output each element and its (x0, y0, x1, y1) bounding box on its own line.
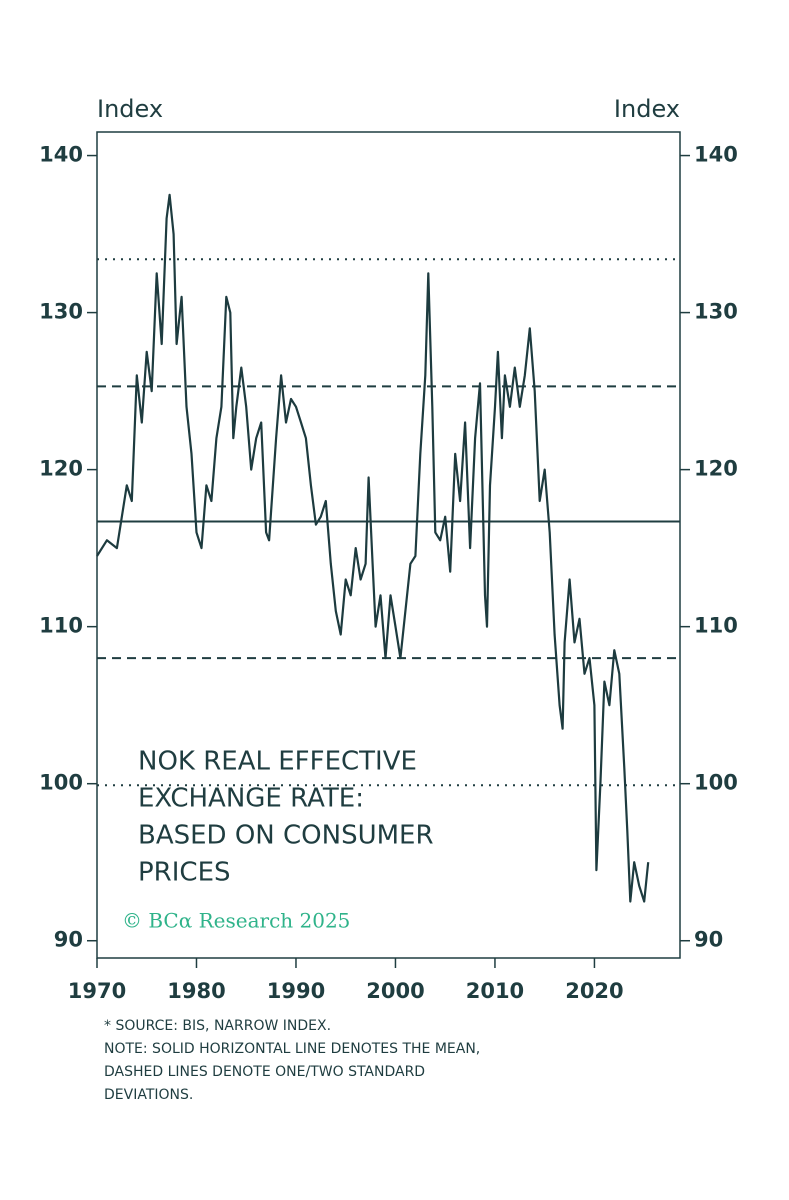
chart-title-line: EXCHANGE RATE: (138, 784, 364, 814)
footnote: DEVIATIONS. (104, 1087, 193, 1103)
footnote: NOTE: SOLID HORIZONTAL LINE DENOTES THE … (104, 1041, 480, 1057)
x-tick-label: 1980 (167, 979, 225, 1003)
y-axis-label: Index (97, 95, 163, 123)
footnote: DASHED LINES DENOTE ONE/TWO STANDARD (104, 1064, 425, 1080)
y-tick-label: 140 (39, 143, 83, 167)
y-tick-label: 120 (39, 457, 83, 481)
y-tick-label: 110 (39, 614, 83, 638)
copyright: © BCα Research 2025 (122, 909, 350, 933)
y2-axis-label: Index (614, 95, 680, 123)
plot-frame (96, 131, 681, 959)
series-line (96, 193, 650, 903)
chart-title-line: PRICES (138, 858, 231, 888)
chart-title-line: BASED ON CONSUMER (138, 821, 434, 851)
y2-tick-label: 100 (694, 771, 738, 795)
y2-tick-label: 130 (694, 300, 738, 324)
x-tick-label: 2010 (466, 979, 524, 1003)
chart-title-line: NOK REAL EFFECTIVE (138, 747, 417, 777)
y2-tick-label: 120 (694, 457, 738, 481)
x-tick-label: 2020 (565, 979, 623, 1003)
y2-tick-label: 110 (694, 614, 738, 638)
y-tick-label: 90 (54, 928, 83, 952)
y2-tick-label: 90 (694, 928, 723, 952)
y-tick-label: 130 (39, 300, 83, 324)
y2-tick-label: 140 (694, 143, 738, 167)
x-tick-label: 1970 (68, 979, 126, 1003)
y-tick-label: 100 (39, 771, 83, 795)
x-tick-label: 1990 (267, 979, 325, 1003)
footnote: * SOURCE: BIS, NARROW INDEX. (104, 1018, 331, 1034)
x-tick-label: 2000 (366, 979, 424, 1003)
